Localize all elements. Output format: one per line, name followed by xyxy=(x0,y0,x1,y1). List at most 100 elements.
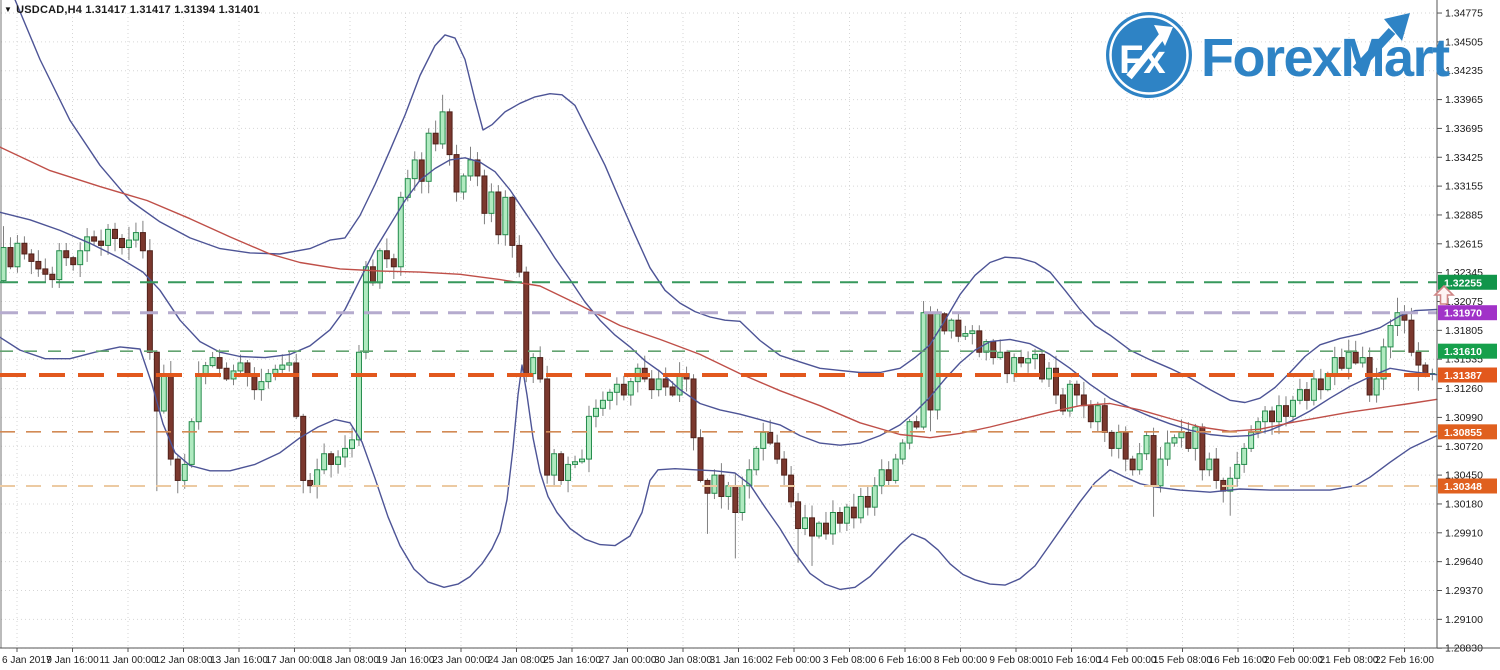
candle-bull xyxy=(760,431,767,449)
candle-bull xyxy=(530,357,537,375)
price-tick-label: 1.33425 xyxy=(1445,152,1483,164)
candle-bear xyxy=(913,421,920,428)
candle-bear xyxy=(70,257,77,266)
candle-bull xyxy=(1310,378,1317,401)
candle-bear xyxy=(822,522,829,535)
price-tick-label: 1.34505 xyxy=(1445,36,1483,48)
up-arrow-annotation[interactable] xyxy=(1433,284,1455,306)
time-tick-label: 30 Jan 08:00 xyxy=(654,655,712,666)
price-axis[interactable]: 1.34775 1.34505 1.34235 1.33965 1.33695 1.334… xyxy=(1436,0,1497,655)
candle-bear xyxy=(781,458,788,476)
candle-bull xyxy=(1345,351,1352,369)
candle-bull xyxy=(286,362,293,366)
price-tick-label: 1.32885 xyxy=(1445,209,1483,221)
time-tick-label: 21 Feb 08:00 xyxy=(1320,655,1379,666)
price-tick-label: 1.30720 xyxy=(1445,441,1483,453)
candle-bull xyxy=(899,442,906,460)
time-tick-label: 2 Feb 00:00 xyxy=(767,655,821,666)
price-tick-label: 1.33965 xyxy=(1445,94,1483,106)
candle-bull xyxy=(105,228,112,246)
candle-bear xyxy=(174,458,181,481)
candle-bear xyxy=(620,383,627,396)
candle-bull xyxy=(962,333,969,337)
candle-bull xyxy=(920,312,927,428)
candle-bull xyxy=(279,364,286,370)
candle-bull xyxy=(1296,389,1303,401)
candle-bear xyxy=(1039,353,1046,380)
candle-bear xyxy=(788,474,795,503)
series-bollinger-middle xyxy=(0,157,1438,446)
candle-bull xyxy=(655,378,662,391)
price-tick-label: 1.29100 xyxy=(1445,614,1483,626)
time-tick-label: 3 Feb 08:00 xyxy=(823,655,877,666)
time-tick-label: 31 Jan 16:00 xyxy=(710,655,768,666)
candle-bear xyxy=(390,258,397,268)
candle-bull xyxy=(355,351,362,441)
price-tick-label: 1.31805 xyxy=(1445,325,1483,337)
candle-bear xyxy=(537,357,544,380)
price-badge xyxy=(1438,343,1497,359)
candle-bull xyxy=(1066,383,1073,412)
candle-bull xyxy=(425,132,432,182)
price-badge-label: 1.31610 xyxy=(1444,346,1482,358)
candle-bull xyxy=(460,175,467,193)
candle-bull xyxy=(1255,421,1262,433)
price-badge-label: 1.31970 xyxy=(1444,308,1482,320)
candle-bull xyxy=(843,506,850,524)
candle-bull xyxy=(711,474,718,494)
candle-bull xyxy=(1206,458,1213,471)
time-tick-label: 8 Feb 00:00 xyxy=(934,655,988,666)
candle-bull xyxy=(258,381,265,391)
candle-bear xyxy=(1059,394,1066,412)
time-tick-label: 25 Jan 16:00 xyxy=(543,655,601,666)
candle-bear xyxy=(718,474,725,497)
candle-bull xyxy=(1115,431,1122,449)
candle-bear xyxy=(91,236,98,242)
candle-bull xyxy=(997,351,1004,359)
candle-bear xyxy=(690,378,697,439)
candle-bear xyxy=(453,154,460,193)
candle-bear xyxy=(990,341,997,359)
candle-bull xyxy=(878,469,885,487)
candle-bear xyxy=(1338,357,1345,369)
price-tick-label: 1.33155 xyxy=(1445,181,1483,193)
candle-bear xyxy=(251,375,258,391)
candle-bull xyxy=(342,447,349,458)
candle-bear xyxy=(1087,405,1094,423)
candle-bull xyxy=(14,242,21,268)
candle-bear xyxy=(1073,383,1080,396)
candle-bear xyxy=(481,175,488,214)
candle-bull xyxy=(627,381,634,396)
candle-bull xyxy=(188,421,195,465)
candle-bull xyxy=(983,341,990,353)
candle-bull xyxy=(349,439,355,449)
candle-bear xyxy=(1415,351,1422,366)
logo-word-mart: Mart xyxy=(1340,28,1451,88)
candle-bull xyxy=(1178,431,1185,439)
candle-bull xyxy=(195,373,202,423)
price-badge-label: 1.30348 xyxy=(1444,481,1482,493)
time-tick-label: 13 Jan 16:00 xyxy=(210,655,268,666)
price-badge xyxy=(1438,274,1497,290)
logo-arrow-icon xyxy=(1126,33,1165,80)
time-tick-label: 17 Jan 00:00 xyxy=(266,655,324,666)
candle-bull xyxy=(1387,325,1394,348)
price-tick-label: 1.34235 xyxy=(1445,65,1483,77)
time-tick-label: 12 Jan 08:00 xyxy=(155,655,213,666)
candle-bull xyxy=(202,365,209,375)
candle-bear xyxy=(7,247,14,268)
candle-bull xyxy=(160,373,167,412)
candle-bear xyxy=(864,495,871,508)
price-tick-label: 1.31260 xyxy=(1445,383,1483,395)
candle-bull xyxy=(335,456,342,465)
candle-bull xyxy=(1289,399,1296,417)
candle-bull xyxy=(572,461,579,465)
time-tick-label: 10 Feb 16:00 xyxy=(1042,655,1101,666)
candle-bull xyxy=(592,407,599,417)
price-badge xyxy=(1438,424,1497,440)
price-tick-label: 1.32615 xyxy=(1445,238,1483,250)
candle-bull xyxy=(467,159,474,177)
candle-bull xyxy=(934,313,941,411)
